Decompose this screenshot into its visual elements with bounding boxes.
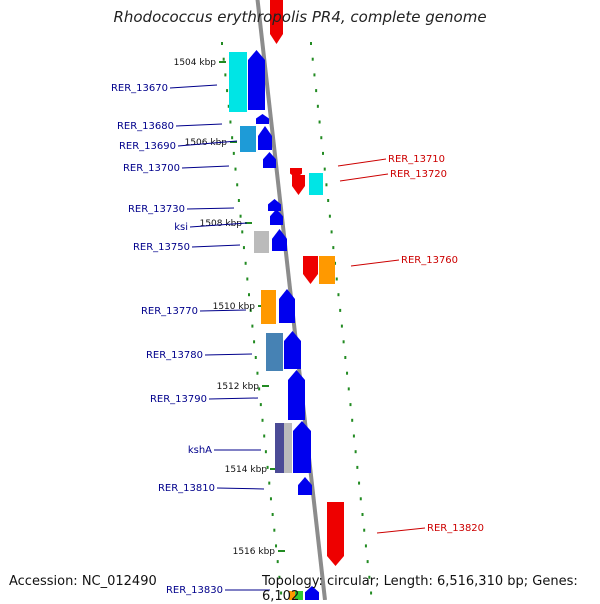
label-leader-line [169,84,218,89]
scale-label: 1516 kbp [233,547,276,557]
gene-arrow [270,209,283,225]
gene-arrow [256,114,269,124]
gene-box [240,126,256,152]
gene-arrow [293,421,311,473]
gene-arrow [298,477,312,495]
gene-arrow [288,370,305,420]
gene-arrow [279,289,295,323]
label-leader-line [175,123,223,127]
label-leader-line [337,158,387,167]
gene-label-right: RER_13710 [388,154,445,165]
label-leader-line [199,309,247,312]
gene-box [254,231,269,253]
gene-box [284,423,292,473]
gene-arrow [284,331,301,369]
gene-label-left: RER_13810 [158,483,215,494]
scale-label: 1510 kbp [213,302,256,312]
scale-label: 1506 kbp [185,138,228,148]
accession-text: Accession: NC_012490 [9,574,157,589]
gene-box [289,591,297,600]
scale-label: 1508 kbp [200,219,243,229]
label-leader-line [216,487,265,490]
gene-arrow [292,175,305,195]
scale-label: 1512 kbp [217,382,260,392]
gene-arrow [272,229,287,251]
label-leader-line [189,222,248,228]
gene-arrow [327,502,344,566]
gene-box [295,591,303,600]
gene-label-left: RER_13690 [119,141,176,152]
gene-label-right: RER_13720 [390,169,447,180]
gene-label-left: RER_13790 [150,394,207,405]
gene-label-left: RER_13830 [166,585,223,596]
gene-label-left: RER_13780 [146,350,203,361]
gene-arrow [303,256,318,284]
gene-label-left: RER_13680 [117,121,174,132]
label-leader-line [204,353,253,356]
gene-label-left: RER_13730 [128,204,185,215]
gene-arrow [270,0,283,44]
label-leader-line [186,207,235,210]
gene-arrow [305,586,319,600]
gene-arrow [248,50,265,110]
scale-label: 1514 kbp [225,465,268,475]
gene-label-right: RER_13760 [401,255,458,266]
label-leader-line [339,173,389,182]
label-leader-line [208,397,259,400]
label-leader-line [177,140,238,147]
gene-label-left: RER_13750 [133,242,190,253]
gene-label-left: RER_13770 [141,306,198,317]
gene-label-left: kshA [188,445,212,456]
gene-box [309,173,323,195]
label-leader-line [191,244,241,248]
gene-label-left: RER_13670 [111,83,168,94]
gene-label-left: RER_13700 [123,163,180,174]
gene-arrow [268,199,281,211]
gene-box [319,256,335,284]
gene-label-left: ksi [174,222,188,233]
gene-box [261,290,276,324]
gene-label-right: RER_13820 [427,523,484,534]
label-leader-line [376,527,426,534]
gene-arrow [263,152,276,168]
scale-label: 1504 kbp [174,58,217,68]
map-title: Rhodococcus erythropolis PR4, complete g… [113,8,487,26]
label-leader-line [181,165,230,169]
gene-box [229,52,247,112]
gene-arrow [258,126,272,150]
label-leader-line [350,259,400,267]
gene-box [266,333,283,371]
gene-box [275,423,285,473]
